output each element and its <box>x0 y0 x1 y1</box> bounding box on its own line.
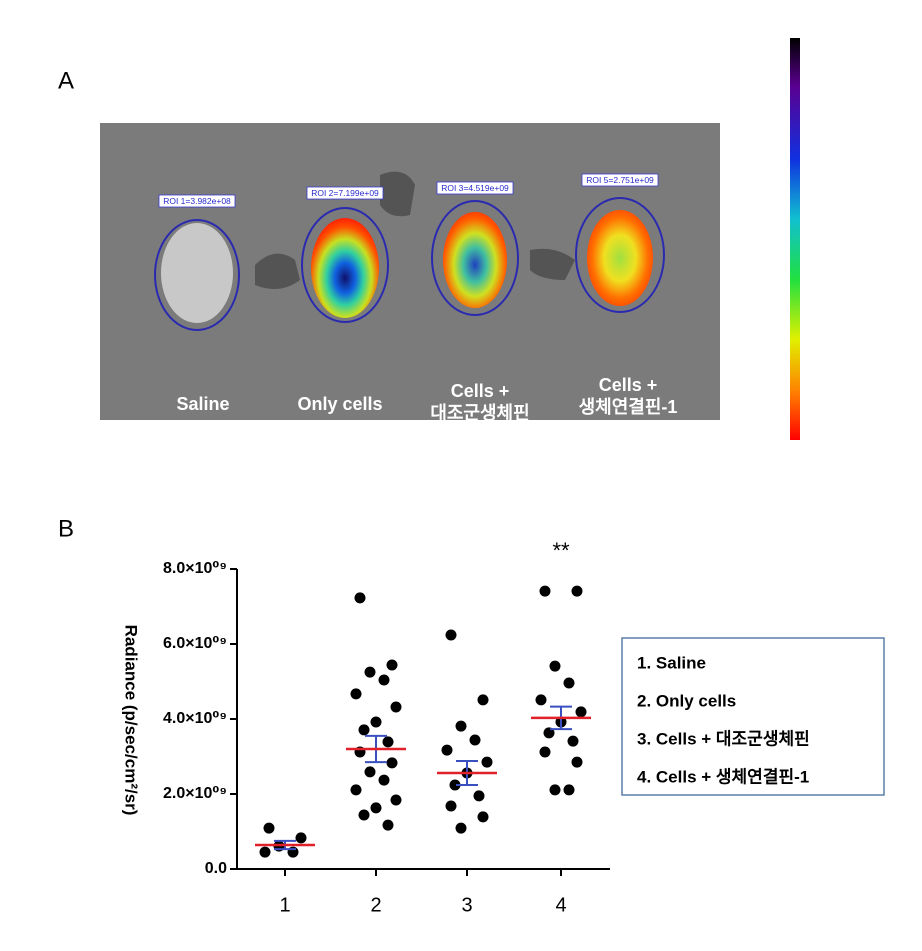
data-point <box>455 822 467 834</box>
roi-label: ROI 3=4.519e+09 <box>441 183 509 193</box>
x-tick-label: 1 <box>279 894 290 916</box>
panel-b: B Radiance (p/sec/cm²/sr) 0.0 2.0×10⁰⁹ 4.0… <box>58 515 885 916</box>
sample-heat <box>587 210 653 306</box>
y-tick-label: 8.0×10⁰⁹ <box>163 560 227 577</box>
legend-entry: 4. Cells + 생체연결핀-1 <box>637 767 809 786</box>
roi-label: ROI 1=3.982e+08 <box>163 196 231 206</box>
data-point <box>535 694 547 706</box>
color-bar <box>790 38 800 440</box>
data-point <box>358 724 370 736</box>
data-point <box>563 677 575 689</box>
data-point <box>571 585 583 597</box>
data-point <box>350 784 362 796</box>
data-point <box>263 822 275 834</box>
data-point <box>567 735 579 747</box>
data-point <box>354 592 366 604</box>
roi-labels: ROI 1=3.982e+08 ROI 2=7.199e+09 ROI 3=4.51… <box>158 173 659 208</box>
roi-label-box <box>158 194 236 208</box>
data-point <box>441 744 453 756</box>
data-point <box>549 660 561 672</box>
data-point <box>259 846 271 858</box>
data-point <box>455 720 467 732</box>
shadow <box>255 171 575 289</box>
data-point <box>575 706 587 718</box>
data-point <box>370 716 382 728</box>
roi-label: ROI 2=7.199e+09 <box>311 188 379 198</box>
y-tick-label: 4.0×10⁰⁹ <box>163 710 227 727</box>
data-point <box>481 756 493 768</box>
panel-a: A ROI 1=3.982e+08 ROI 2=7.199e+09 ROI 3=4.… <box>58 38 800 440</box>
y-tick-label: 2.0×10⁰⁹ <box>163 785 227 802</box>
sample-label: Only cells <box>297 394 382 414</box>
roi-ellipse <box>301 207 389 323</box>
data-point <box>364 666 376 678</box>
legend-entry: 3. Cells + 대조군생체핀 <box>637 729 810 748</box>
data-point <box>364 766 376 778</box>
data-point <box>358 809 370 821</box>
data-point <box>549 784 561 796</box>
x-tick-label: 3 <box>461 894 472 916</box>
roi-label-box <box>306 186 384 200</box>
data-point <box>473 790 485 802</box>
data-point <box>563 784 575 796</box>
data-point <box>386 757 398 769</box>
data-point <box>477 694 489 706</box>
sample-label: Saline <box>176 394 229 414</box>
roi-label: ROI 5=2.751e+09 <box>586 175 654 185</box>
data-point <box>539 585 551 597</box>
data-point <box>378 774 390 786</box>
data-point <box>469 734 481 746</box>
data-point <box>295 832 307 844</box>
roi-label-box <box>436 181 514 195</box>
data-point <box>350 688 362 700</box>
legend-box <box>621 637 885 796</box>
y-tick-label: 6.0×10⁰⁹ <box>163 635 227 652</box>
data-point <box>382 736 394 748</box>
data-point <box>390 701 402 713</box>
data-point <box>539 746 551 758</box>
y-tick-label: 0.0 <box>205 860 227 877</box>
roi-ellipse <box>431 200 519 316</box>
sample-label: Cells + <box>451 381 510 401</box>
sample-heat <box>443 212 507 308</box>
sample-label: 대조군생체핀 <box>430 403 529 423</box>
sample-label: 생체연결핀-1 <box>579 397 678 417</box>
data-point <box>370 802 382 814</box>
sample-heat <box>311 218 379 318</box>
y-axis-title: Radiance (p/sec/cm²/sr) <box>122 625 141 816</box>
data-point <box>390 794 402 806</box>
data-point <box>571 756 583 768</box>
panel-label: B <box>58 515 74 542</box>
roi-ellipse <box>575 197 665 313</box>
data-point <box>378 674 390 686</box>
significance-annotation: ** <box>552 538 570 563</box>
x-tick-label: 2 <box>370 894 381 916</box>
data-point <box>445 629 457 641</box>
data-point <box>449 779 461 791</box>
roi-ellipse <box>154 219 240 331</box>
sample-label: Cells + <box>599 375 658 395</box>
data-point <box>477 811 489 823</box>
legend-entry: 1. Saline <box>637 653 706 672</box>
data-point <box>445 800 457 812</box>
data-point <box>382 819 394 831</box>
legend-entry: 2. Only cells <box>637 691 736 710</box>
sample-saline <box>161 223 233 323</box>
panel-label: A <box>58 67 74 94</box>
x-tick-label: 4 <box>555 894 566 916</box>
data-point <box>386 659 398 671</box>
roi-label-box <box>581 173 659 187</box>
